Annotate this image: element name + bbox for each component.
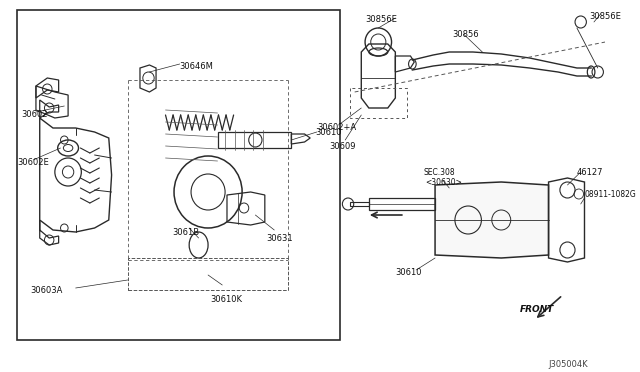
Text: 30603A: 30603A xyxy=(30,286,63,295)
Text: 30856E: 30856E xyxy=(365,15,397,24)
Text: 30646M: 30646M xyxy=(180,62,214,71)
Text: J305004K: J305004K xyxy=(548,360,588,369)
Text: 46127: 46127 xyxy=(577,168,604,177)
Text: FRONT: FRONT xyxy=(520,305,554,314)
Text: SEC.308: SEC.308 xyxy=(424,168,455,177)
Text: 30631: 30631 xyxy=(267,234,293,243)
Text: 30609: 30609 xyxy=(329,142,356,151)
Text: 30610: 30610 xyxy=(315,128,342,137)
Text: 30602+A: 30602+A xyxy=(318,123,357,132)
Text: 30856: 30856 xyxy=(452,30,479,39)
Text: 30856E: 30856E xyxy=(589,12,621,21)
Text: 30602E: 30602E xyxy=(17,158,49,167)
Polygon shape xyxy=(218,132,291,148)
Text: 3061B: 3061B xyxy=(172,228,199,237)
Text: 30602: 30602 xyxy=(21,110,47,119)
Polygon shape xyxy=(435,182,548,258)
Text: 30610: 30610 xyxy=(396,268,422,277)
Text: <30630>: <30630> xyxy=(426,178,463,187)
Text: 30610K: 30610K xyxy=(210,295,242,304)
Text: 08911-1082G: 08911-1082G xyxy=(584,189,636,199)
